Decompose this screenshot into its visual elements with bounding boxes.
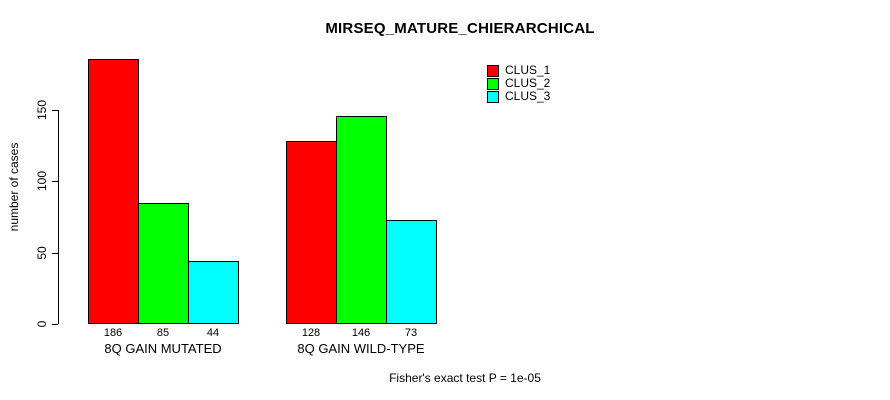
category-label: 8Q GAIN MUTATED (104, 341, 222, 356)
legend-item-label: CLUS_2 (505, 76, 551, 90)
legend-item: CLUS_3 (487, 90, 550, 103)
y-axis-line (58, 110, 59, 324)
y-axis-tick-label: 0 (35, 320, 49, 328)
y-axis-tick (52, 324, 58, 325)
bar-value-label: 186 (103, 327, 123, 339)
legend-item: CLUS_1 (487, 64, 550, 77)
bar-clus_1-group1 (88, 58, 139, 324)
bar-clus_2-group1 (138, 202, 189, 324)
category-label: 8Q GAIN WILD-TYPE (297, 341, 425, 356)
bar-value-label: 44 (206, 327, 220, 339)
legend-color-swatch (487, 77, 499, 90)
bar-value-label: 128 (301, 327, 321, 339)
y-axis-tick (52, 252, 58, 254)
bar-value-label: 146 (351, 327, 371, 339)
annotation-fisher-test: Fisher's exact test P = 1e-05 (389, 371, 541, 385)
legend-color-swatch (487, 90, 499, 103)
bar-value-label: 73 (404, 327, 418, 339)
legend: CLUS_1 CLUS_2 CLUS_3 (487, 64, 550, 103)
bar-clus_3-group2 (386, 219, 437, 324)
bar-clus_2-group2 (336, 115, 387, 324)
y-axis-label: number of cases (7, 142, 21, 232)
y-axis-tick-label: 100 (35, 171, 49, 192)
y-axis-tick-label: 150 (35, 99, 49, 121)
bar-clus_3-group1 (188, 261, 239, 324)
legend-item-label: CLUS_1 (505, 63, 551, 77)
legend-color-swatch (487, 64, 499, 77)
bar-clus_1-group2 (286, 141, 337, 324)
y-axis-tick (52, 110, 58, 111)
legend-item: CLUS_2 (487, 77, 550, 90)
legend-item-label: CLUS_3 (505, 89, 551, 103)
chart-title: MIRSEQ_MATURE_CHIERARCHICAL (325, 20, 595, 37)
y-axis-tick (52, 181, 58, 183)
bar-value-label: 85 (156, 327, 170, 339)
y-axis-tick-label: 50 (35, 245, 49, 260)
